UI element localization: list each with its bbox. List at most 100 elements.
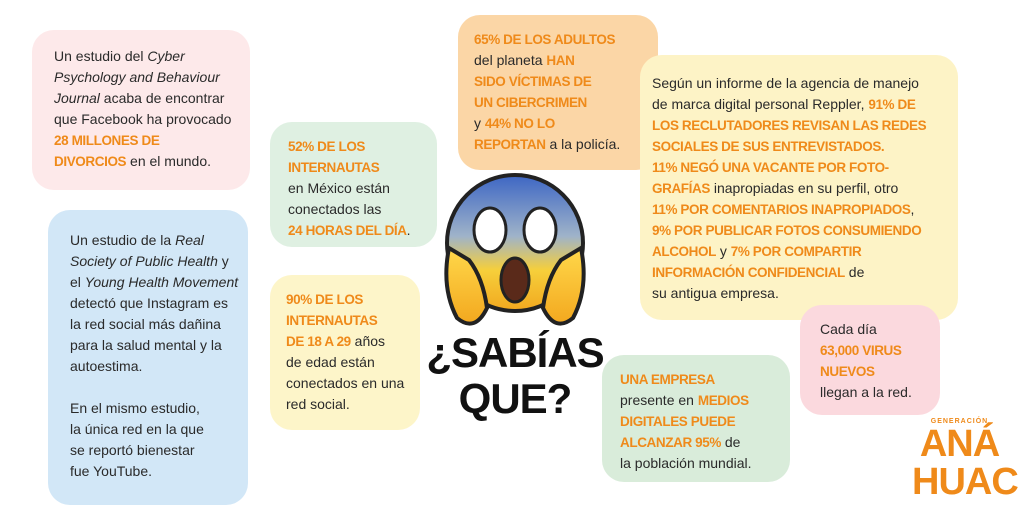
highlight: SIDO VÍCTIMAS DE bbox=[474, 74, 592, 89]
text: fue YouTube. bbox=[70, 463, 153, 479]
highlight: 7% POR COMPARTIR bbox=[730, 244, 862, 259]
text: en México están bbox=[288, 180, 390, 196]
text: presente en bbox=[620, 392, 698, 408]
text-line: ALCANZAR 95% de bbox=[620, 432, 790, 453]
text-line: conectados en una bbox=[286, 373, 420, 394]
text-line: 90% DE LOS bbox=[286, 289, 420, 310]
text-line: del planeta HAN bbox=[474, 50, 658, 71]
text-line: autoestima. bbox=[70, 356, 248, 377]
highlight: INFORMACIÓN CONFIDENCIAL bbox=[652, 265, 845, 280]
highlight: DIVORCIOS bbox=[54, 154, 127, 169]
text-line: ALCOHOL y 7% POR COMPARTIR bbox=[652, 241, 958, 262]
text: Cyber bbox=[147, 48, 185, 64]
scream-emoji bbox=[444, 173, 586, 326]
text: de edad están bbox=[286, 354, 375, 370]
text-line: la única red en la que bbox=[70, 419, 248, 440]
text-line: GRAFÍAS inapropiadas en su perfil, otro bbox=[652, 178, 958, 199]
text-line: red social. bbox=[286, 394, 420, 415]
highlight: LOS RECLUTADORES REVISAN LAS REDES bbox=[652, 118, 927, 133]
hand bbox=[540, 244, 586, 326]
text-line: el Young Health Movement bbox=[70, 272, 248, 293]
text-line: Society of Public Health y bbox=[70, 251, 248, 272]
text: y bbox=[217, 253, 229, 269]
fact-box: UNA EMPRESA presente en MEDIOS DIGITALES P… bbox=[602, 355, 790, 482]
highlight: DE 18 A 29 bbox=[286, 334, 351, 349]
highlight: 52% DE LOS bbox=[288, 139, 366, 154]
text-line: Un estudio del Cyber bbox=[54, 46, 250, 67]
hand bbox=[444, 244, 490, 326]
eye bbox=[522, 206, 558, 254]
title-line: QUE? bbox=[458, 375, 573, 422]
text-line: 63,000 VIRUS bbox=[820, 340, 940, 361]
text-line: se reportó bienestar bbox=[70, 440, 248, 461]
paragraph: 52% DE LOS INTERNAUTAS en México están cone… bbox=[288, 136, 437, 241]
text: de bbox=[844, 264, 865, 280]
text-line: la red social más dañina bbox=[70, 314, 248, 335]
text: conectados las bbox=[288, 201, 382, 217]
text: y bbox=[474, 115, 485, 131]
fact-box: Un estudio del Cyber Psychology and Behav… bbox=[32, 30, 250, 190]
text: para la salud mental y la bbox=[70, 337, 222, 353]
title: ¿SABÍAS QUE? bbox=[420, 330, 610, 422]
fact-box: Un estudio de la Real Society of Public H… bbox=[48, 210, 248, 505]
logo: GENERACIÓN ANÁ HUAC bbox=[912, 418, 1019, 503]
text-line: DIVORCIOS en el mundo. bbox=[54, 151, 250, 172]
highlight: GRAFÍAS bbox=[652, 181, 710, 196]
text: y bbox=[715, 243, 731, 259]
logo-caption: GENERACIÓN bbox=[930, 418, 989, 425]
paragraph: En el mismo estudio, la única red en la q… bbox=[70, 398, 248, 482]
text-line: SOCIALES DE SUS ENTREVISTADOS. bbox=[652, 136, 958, 157]
highlight: SOCIALES DE SUS ENTREVISTADOS. bbox=[652, 139, 885, 154]
highlight: 63,000 VIRUS bbox=[820, 343, 902, 358]
highlight: 24 HORAS DEL DÍA bbox=[288, 223, 407, 238]
paragraph: Un estudio del Cyber Psychology and Behav… bbox=[54, 46, 250, 172]
text: a la policía. bbox=[545, 136, 621, 152]
logo-line: HUAC bbox=[912, 461, 1019, 503]
text-line: detectó que Instagram es bbox=[70, 293, 248, 314]
text-line: de marca digital personal Reppler, 91% D… bbox=[652, 94, 958, 115]
fact-box: 65% DE LOS ADULTOS del planeta HAN SIDO VÍ… bbox=[458, 15, 658, 170]
highlight: DIGITALES PUEDE bbox=[620, 414, 736, 429]
paragraph: 65% DE LOS ADULTOS del planeta HAN SIDO VÍ… bbox=[474, 29, 658, 155]
title-line: ¿SABÍAS bbox=[426, 329, 604, 376]
text: inapropiadas en su perfil, otro bbox=[709, 180, 899, 196]
text-line: NUEVOS bbox=[820, 361, 940, 382]
text-line: UN CIBERCRIMEN bbox=[474, 92, 658, 113]
highlight: ALCANZAR 95% bbox=[620, 435, 721, 450]
logo-line: ANÁ bbox=[919, 423, 1000, 465]
text: que Facebook ha provocado bbox=[54, 111, 232, 127]
text: conectados en una bbox=[286, 375, 405, 391]
highlight: 65% DE LOS ADULTOS bbox=[474, 32, 616, 47]
text: Journal bbox=[54, 90, 100, 106]
text: En el mismo estudio, bbox=[70, 400, 200, 416]
fact-box: Cada día 63,000 VIRUS NUEVOS llegan a la re… bbox=[800, 305, 940, 415]
paragraph: Un estudio de la Real Society of Public H… bbox=[70, 230, 248, 377]
text: en el mundo. bbox=[126, 153, 212, 169]
highlight: 11% POR COMENTARIOS INAPROPIADOS bbox=[652, 202, 911, 217]
text-line: 9% POR PUBLICAR FOTOS CONSUMIENDO bbox=[652, 220, 958, 241]
fact-box: Según un informe de la agencia de manejo… bbox=[640, 55, 958, 320]
text-line: que Facebook ha provocado bbox=[54, 109, 250, 130]
text: de marca digital personal Reppler, bbox=[652, 96, 869, 112]
text-line: SIDO VÍCTIMAS DE bbox=[474, 71, 658, 92]
text: Un estudio de la bbox=[70, 232, 176, 248]
highlight: HAN bbox=[546, 53, 575, 68]
text: acaba de encontrar bbox=[99, 90, 225, 106]
highlight: 91% DE bbox=[868, 97, 916, 112]
paragraph: UNA EMPRESA presente en MEDIOS DIGITALES P… bbox=[620, 369, 790, 474]
text-line: INTERNAUTAS bbox=[286, 310, 420, 331]
text: la única red en la que bbox=[70, 421, 204, 437]
text-line: Cada día bbox=[820, 319, 940, 340]
fact-box: 52% DE LOS INTERNAUTAS en México están cone… bbox=[270, 122, 437, 247]
text-line: y 44% NO LO bbox=[474, 113, 658, 134]
highlight: UNA EMPRESA bbox=[620, 372, 715, 387]
text-line: REPORTAN a la policía. bbox=[474, 134, 658, 155]
text-line: 11% POR COMENTARIOS INAPROPIADOS, bbox=[652, 199, 958, 220]
text-line: en México están bbox=[288, 178, 437, 199]
fact-box: 90% DE LOS INTERNAUTAS DE 18 A 29 años de e… bbox=[270, 275, 420, 430]
text-line: INTERNAUTAS bbox=[288, 157, 437, 178]
text-line: UNA EMPRESA bbox=[620, 369, 790, 390]
text-line: conectados las bbox=[288, 199, 437, 220]
paragraph: Según un informe de la agencia de manejo… bbox=[652, 73, 958, 304]
text: años bbox=[350, 333, 386, 349]
